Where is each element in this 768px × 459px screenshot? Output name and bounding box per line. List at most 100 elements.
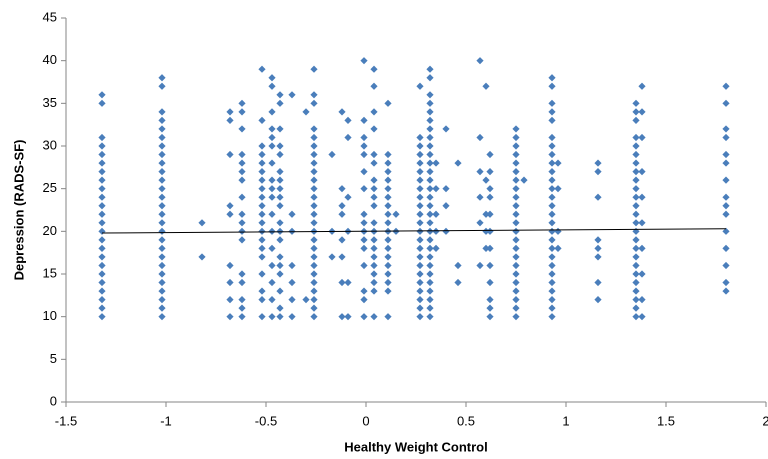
data-point [594, 244, 602, 252]
data-point [98, 244, 106, 252]
data-point [158, 278, 166, 287]
data-point [416, 313, 424, 321]
data-point [276, 193, 284, 201]
data-point [632, 202, 640, 210]
data-point [416, 244, 424, 252]
data-point [98, 185, 106, 193]
data-point [426, 176, 434, 184]
trend-line [101, 228, 727, 234]
data-point [432, 227, 440, 235]
data-point [310, 236, 318, 244]
data-point [258, 65, 266, 73]
data-point [158, 261, 166, 270]
data-point [158, 236, 166, 244]
data-point [98, 261, 106, 270]
x-tick-label: -1 [160, 413, 172, 428]
data-point [268, 193, 276, 201]
data-point [310, 278, 318, 287]
data-point [98, 270, 106, 278]
data-point [276, 313, 284, 321]
data-point [384, 236, 392, 244]
data-point [426, 91, 434, 99]
data-point [548, 133, 556, 142]
data-point [370, 253, 378, 261]
data-point [98, 176, 106, 184]
data-point [512, 287, 520, 295]
data-point [268, 159, 276, 167]
data-point [512, 219, 520, 227]
data-point [384, 270, 392, 278]
data-point [548, 116, 556, 124]
data-point [632, 159, 640, 167]
data-point [512, 168, 520, 176]
data-point [360, 261, 368, 270]
data-point [338, 253, 346, 261]
data-point [384, 278, 392, 287]
data-point [384, 261, 392, 270]
data-point [722, 261, 730, 270]
data-point [360, 287, 368, 295]
data-point [548, 82, 556, 90]
data-point [344, 116, 352, 124]
data-point [238, 270, 246, 278]
x-tick-label: 1.5 [657, 413, 675, 428]
data-point [426, 236, 434, 244]
data-point [486, 210, 494, 218]
data-point [238, 236, 246, 244]
x-tick-label: -1.5 [55, 413, 77, 428]
data-point [632, 133, 640, 142]
data-point [258, 142, 266, 150]
y-tick-label: 25 [43, 180, 57, 195]
data-point [238, 99, 246, 107]
data-point [384, 253, 392, 261]
y-axis-title: Depression (RADS-SF) [11, 140, 26, 281]
data-point [268, 261, 276, 270]
data-point [158, 244, 166, 252]
data-point [370, 65, 378, 73]
data-point [632, 210, 640, 218]
data-point [426, 296, 434, 304]
data-point [722, 176, 730, 184]
data-point [512, 278, 520, 287]
data-point [98, 219, 106, 227]
data-point [258, 296, 266, 304]
data-point [258, 159, 266, 167]
data-point [344, 278, 352, 287]
data-point [638, 244, 646, 252]
data-point [158, 210, 166, 218]
data-point [638, 270, 646, 278]
data-point [594, 236, 602, 244]
data-point [384, 210, 392, 218]
data-point [512, 193, 520, 201]
data-point [594, 168, 602, 176]
data-point [302, 296, 310, 304]
data-point [638, 82, 646, 90]
data-point [554, 159, 562, 167]
data-point [454, 261, 462, 270]
data-point [258, 219, 266, 227]
data-point [426, 219, 434, 227]
data-point [226, 296, 234, 304]
data-point [98, 91, 106, 99]
data-point [288, 261, 296, 270]
data-point [548, 202, 556, 210]
data-point [632, 108, 640, 116]
data-point [632, 168, 640, 176]
data-point [360, 219, 368, 227]
x-tick-label: 2 [762, 413, 768, 428]
y-tick-label: 40 [43, 52, 57, 67]
data-point [276, 185, 284, 193]
data-point [548, 287, 556, 295]
data-point [632, 253, 640, 261]
data-point [310, 91, 318, 99]
data-point [338, 185, 346, 193]
data-point [554, 185, 562, 193]
data-point [370, 193, 378, 201]
data-point [268, 313, 276, 321]
data-point [226, 150, 234, 159]
data-point [158, 116, 166, 124]
data-point [554, 244, 562, 252]
data-point [416, 270, 424, 278]
data-point [384, 159, 392, 167]
data-point [158, 150, 166, 159]
